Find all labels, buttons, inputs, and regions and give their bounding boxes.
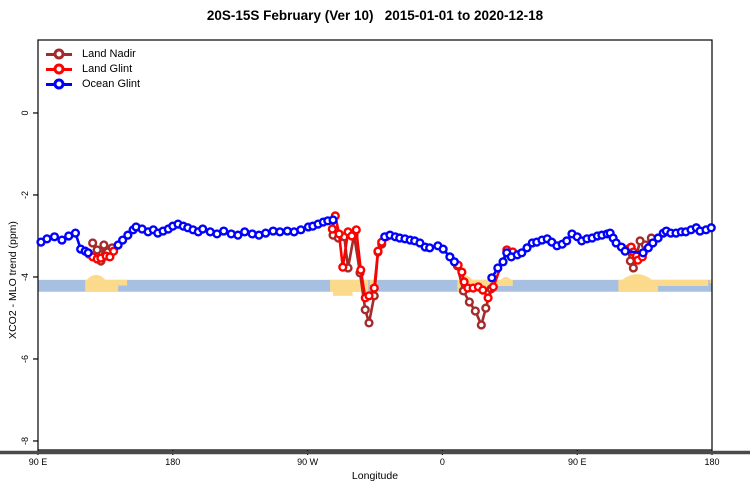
svg-text:0: 0 [20,110,30,115]
axes-ticks: 90 E 180 90 W 0 90 E 180 0 -2 -4 -6 -8 [20,110,720,467]
svg-text:-8: -8 [20,437,30,445]
legend-label: Ocean Glint [82,78,141,90]
legend-item-ocean-glint: Ocean Glint [46,77,140,91]
svg-text:90 W: 90 W [297,457,319,467]
land-glint-line-marker-icon [46,67,72,71]
chart-title: 20S-15S February (Ver 10) 2015-01-01 to … [206,8,544,23]
x-axis-label: Longitude [351,470,399,482]
legend: Land Nadir Land Glint Ocean Glint [46,47,140,92]
svg-text:-6: -6 [20,355,30,363]
legend-label: Land Glint [82,63,133,75]
land-nadir-line-marker-icon [46,52,72,56]
ocean-glint-line-marker-icon [46,82,72,86]
legend-item-land-nadir: Land Nadir [46,47,140,61]
y-axis-label: XCO2 - MLO trend (ppm) [7,221,19,339]
svg-text:90 E: 90 E [568,457,587,467]
svg-text:-4: -4 [20,273,30,281]
legend-item-land-glint: Land Glint [46,62,140,76]
svg-text:0: 0 [440,457,445,467]
svg-text:90 E: 90 E [29,457,48,467]
legend-label: Land Nadir [82,48,136,60]
svg-text:-2: -2 [20,191,30,199]
svg-text:180: 180 [165,457,180,467]
svg-text:180: 180 [704,457,719,467]
series-ocean-glint [36,215,716,283]
plot-box [37,39,713,451]
